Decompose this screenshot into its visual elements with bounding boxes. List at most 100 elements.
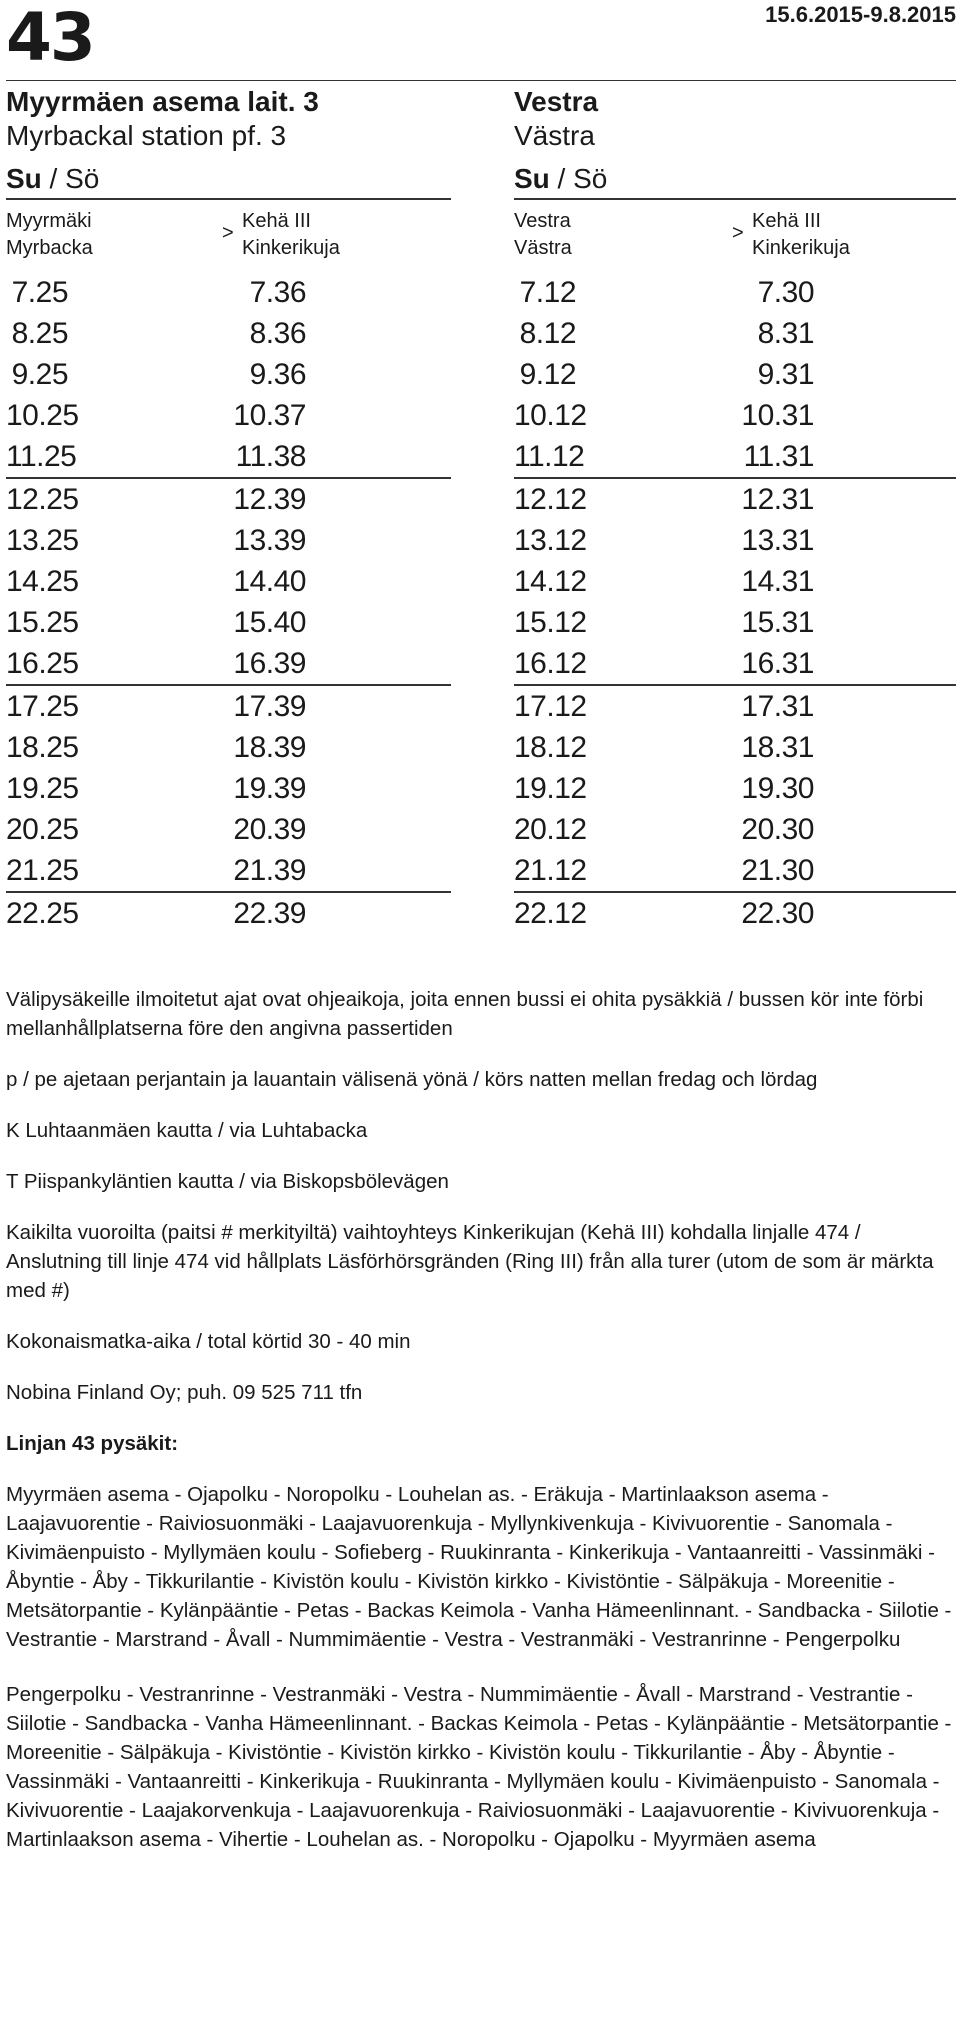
time-row: 18.12 18.31 xyxy=(514,727,956,768)
time-row: 11.12 11.31 xyxy=(514,436,956,479)
departure-time: 22.12 xyxy=(514,897,587,930)
departure-time: 11.25 xyxy=(6,440,77,473)
departure-time: 10.25 xyxy=(6,399,79,432)
day-label-bold: Su xyxy=(6,163,42,194)
arrival-time: 9.36 xyxy=(249,358,307,391)
arrival-time: 10.37 xyxy=(233,399,306,432)
time-row: 9.25 9.36 xyxy=(6,354,451,395)
departure-time: 11.12 xyxy=(514,440,585,473)
departure-time: 9.12 xyxy=(519,358,577,391)
departure-time: 17.12 xyxy=(514,690,587,723)
arrival-time: 18.39 xyxy=(233,731,306,764)
note-passing-times: Välipysäkeille ilmoitetut ajat ovat ohje… xyxy=(6,988,924,1040)
stop-name-sv: Myrbackal station pf. 3 xyxy=(6,120,287,151)
departure-time: 21.12 xyxy=(514,854,587,887)
departure-time: 13.25 xyxy=(6,524,79,557)
stop-name-fi: Myyrmäen asema lait. 3 xyxy=(6,86,319,117)
time-row: 22.25 22.39 xyxy=(6,893,451,934)
time-row: 22.12 22.30 xyxy=(514,893,956,934)
departure-time: 10.12 xyxy=(514,399,587,432)
arrival-time: 22.39 xyxy=(233,897,306,930)
day-label-rest: / Sö xyxy=(549,163,608,194)
departure-time: 7.25 xyxy=(11,276,69,309)
time-row: 17.25 17.39 xyxy=(6,686,451,727)
to-stop-header: Kehä III Kinkerikuja xyxy=(752,208,850,262)
time-row: 19.25 19.39 xyxy=(6,768,451,809)
arrival-time: 18.31 xyxy=(741,731,814,764)
from-stop-sv: Myrbacka xyxy=(6,237,93,259)
time-row: 20.25 20.39 xyxy=(6,809,451,850)
route-stops-return: Pengerpolku - Vestranrinne - Vestranmäki… xyxy=(6,1683,952,1851)
arrival-time: 16.39 xyxy=(233,647,306,680)
time-row: 15.25 15.40 xyxy=(6,602,451,643)
arrival-time: 11.38 xyxy=(235,440,307,473)
arrival-time: 21.39 xyxy=(233,854,306,887)
departure-times: 7.12 7.30 8.12 8.31 9.12 9.31 10.12 10.31 11.12 1… xyxy=(514,272,956,934)
departure-time: 16.12 xyxy=(514,647,587,680)
to-stop-2: Kinkerikuja xyxy=(752,237,850,259)
time-row: 12.12 12.31 xyxy=(514,479,956,520)
arrival-time: 15.31 xyxy=(741,606,814,639)
departure-time: 18.12 xyxy=(514,731,587,764)
to-stop-1: Kehä III xyxy=(752,210,821,232)
departure-time: 19.25 xyxy=(6,772,79,805)
arrival-time: 9.31 xyxy=(757,358,815,391)
arrival-time: 13.31 xyxy=(741,524,814,557)
stop-name-sv: Västra xyxy=(514,120,595,151)
departure-time: 7.12 xyxy=(519,276,577,309)
time-row: 11.25 11.38 xyxy=(6,436,451,479)
timetable-left: Myyrmäen asema lait. 3 Myrbackal station… xyxy=(6,84,451,934)
arrival-time: 13.39 xyxy=(233,524,306,557)
time-row: 10.12 10.31 xyxy=(514,395,956,436)
departure-times: 7.25 7.36 8.25 8.36 9.25 9.36 10.25 10.37 11.25 1… xyxy=(6,272,451,934)
departure-time: 15.25 xyxy=(6,606,79,639)
departure-time: 17.25 xyxy=(6,690,79,723)
from-stop-sv: Västra xyxy=(514,237,572,259)
time-row: 18.25 18.39 xyxy=(6,727,451,768)
time-row: 8.25 8.36 xyxy=(6,313,451,354)
time-row: 16.25 16.39 xyxy=(6,643,451,686)
departure-time: 12.12 xyxy=(514,483,587,516)
notes-section: Välipysäkeille ilmoitetut ajat ovat ohje… xyxy=(6,985,956,1880)
note-via-luhtaanmaki: K Luhtaanmäen kautta / via Luhtabacka xyxy=(6,1119,368,1142)
arrival-time: 12.31 xyxy=(741,483,814,516)
day-divider xyxy=(6,198,451,200)
time-row: 14.25 14.40 xyxy=(6,561,451,602)
timetable-right: Vestra Västra Su / Sö Vestra Västra > Keh… xyxy=(514,84,956,934)
time-row: 21.12 21.30 xyxy=(514,850,956,893)
arrival-time: 14.31 xyxy=(741,565,814,598)
departure-time: 18.25 xyxy=(6,731,79,764)
time-row: 7.25 7.36 xyxy=(6,272,451,313)
arrival-time: 19.30 xyxy=(741,772,814,805)
time-row: 15.12 15.31 xyxy=(514,602,956,643)
day-label-rest: / Sö xyxy=(41,163,100,194)
arrival-time: 20.39 xyxy=(233,813,306,846)
departure-time: 20.25 xyxy=(6,813,79,846)
arrival-time: 17.39 xyxy=(233,690,306,723)
arrival-time: 20.30 xyxy=(741,813,814,846)
note-total-time: Kokonaismatka-aika / total körtid 30 - 4… xyxy=(6,1330,411,1353)
departure-time: 21.25 xyxy=(6,854,79,887)
from-stop-fi: Vestra xyxy=(514,210,571,232)
arrival-time: 16.31 xyxy=(741,647,814,680)
departure-time: 14.25 xyxy=(6,565,79,598)
time-row: 13.25 13.39 xyxy=(6,520,451,561)
column-headers: Myyrmäki Myrbacka > Kehä III Kinkerikuja xyxy=(6,200,451,266)
departure-time: 8.12 xyxy=(519,317,577,350)
arrival-time: 22.30 xyxy=(741,897,814,930)
stop-name-fi: Vestra xyxy=(514,86,599,117)
departure-time: 22.25 xyxy=(6,897,79,930)
note-via-piispankylantie: T Piispankyläntien kautta / via Biskopsb… xyxy=(6,1170,449,1193)
from-stop-header: Myyrmäki Myrbacka xyxy=(6,208,93,262)
note-friday-night: p / pe ajetaan perjantain ja lauantain v… xyxy=(6,1068,818,1091)
time-row: 21.25 21.39 xyxy=(6,850,451,893)
departure-time: 13.12 xyxy=(514,524,587,557)
departure-time: 12.25 xyxy=(6,483,79,516)
day-label: Su / Sö xyxy=(6,160,451,198)
arrival-time: 12.39 xyxy=(233,483,306,516)
time-row: 10.25 10.37 xyxy=(6,395,451,436)
arrival-time: 8.31 xyxy=(757,317,815,350)
departure-time: 20.12 xyxy=(514,813,587,846)
time-row: 20.12 20.30 xyxy=(514,809,956,850)
time-row: 8.12 8.31 xyxy=(514,313,956,354)
